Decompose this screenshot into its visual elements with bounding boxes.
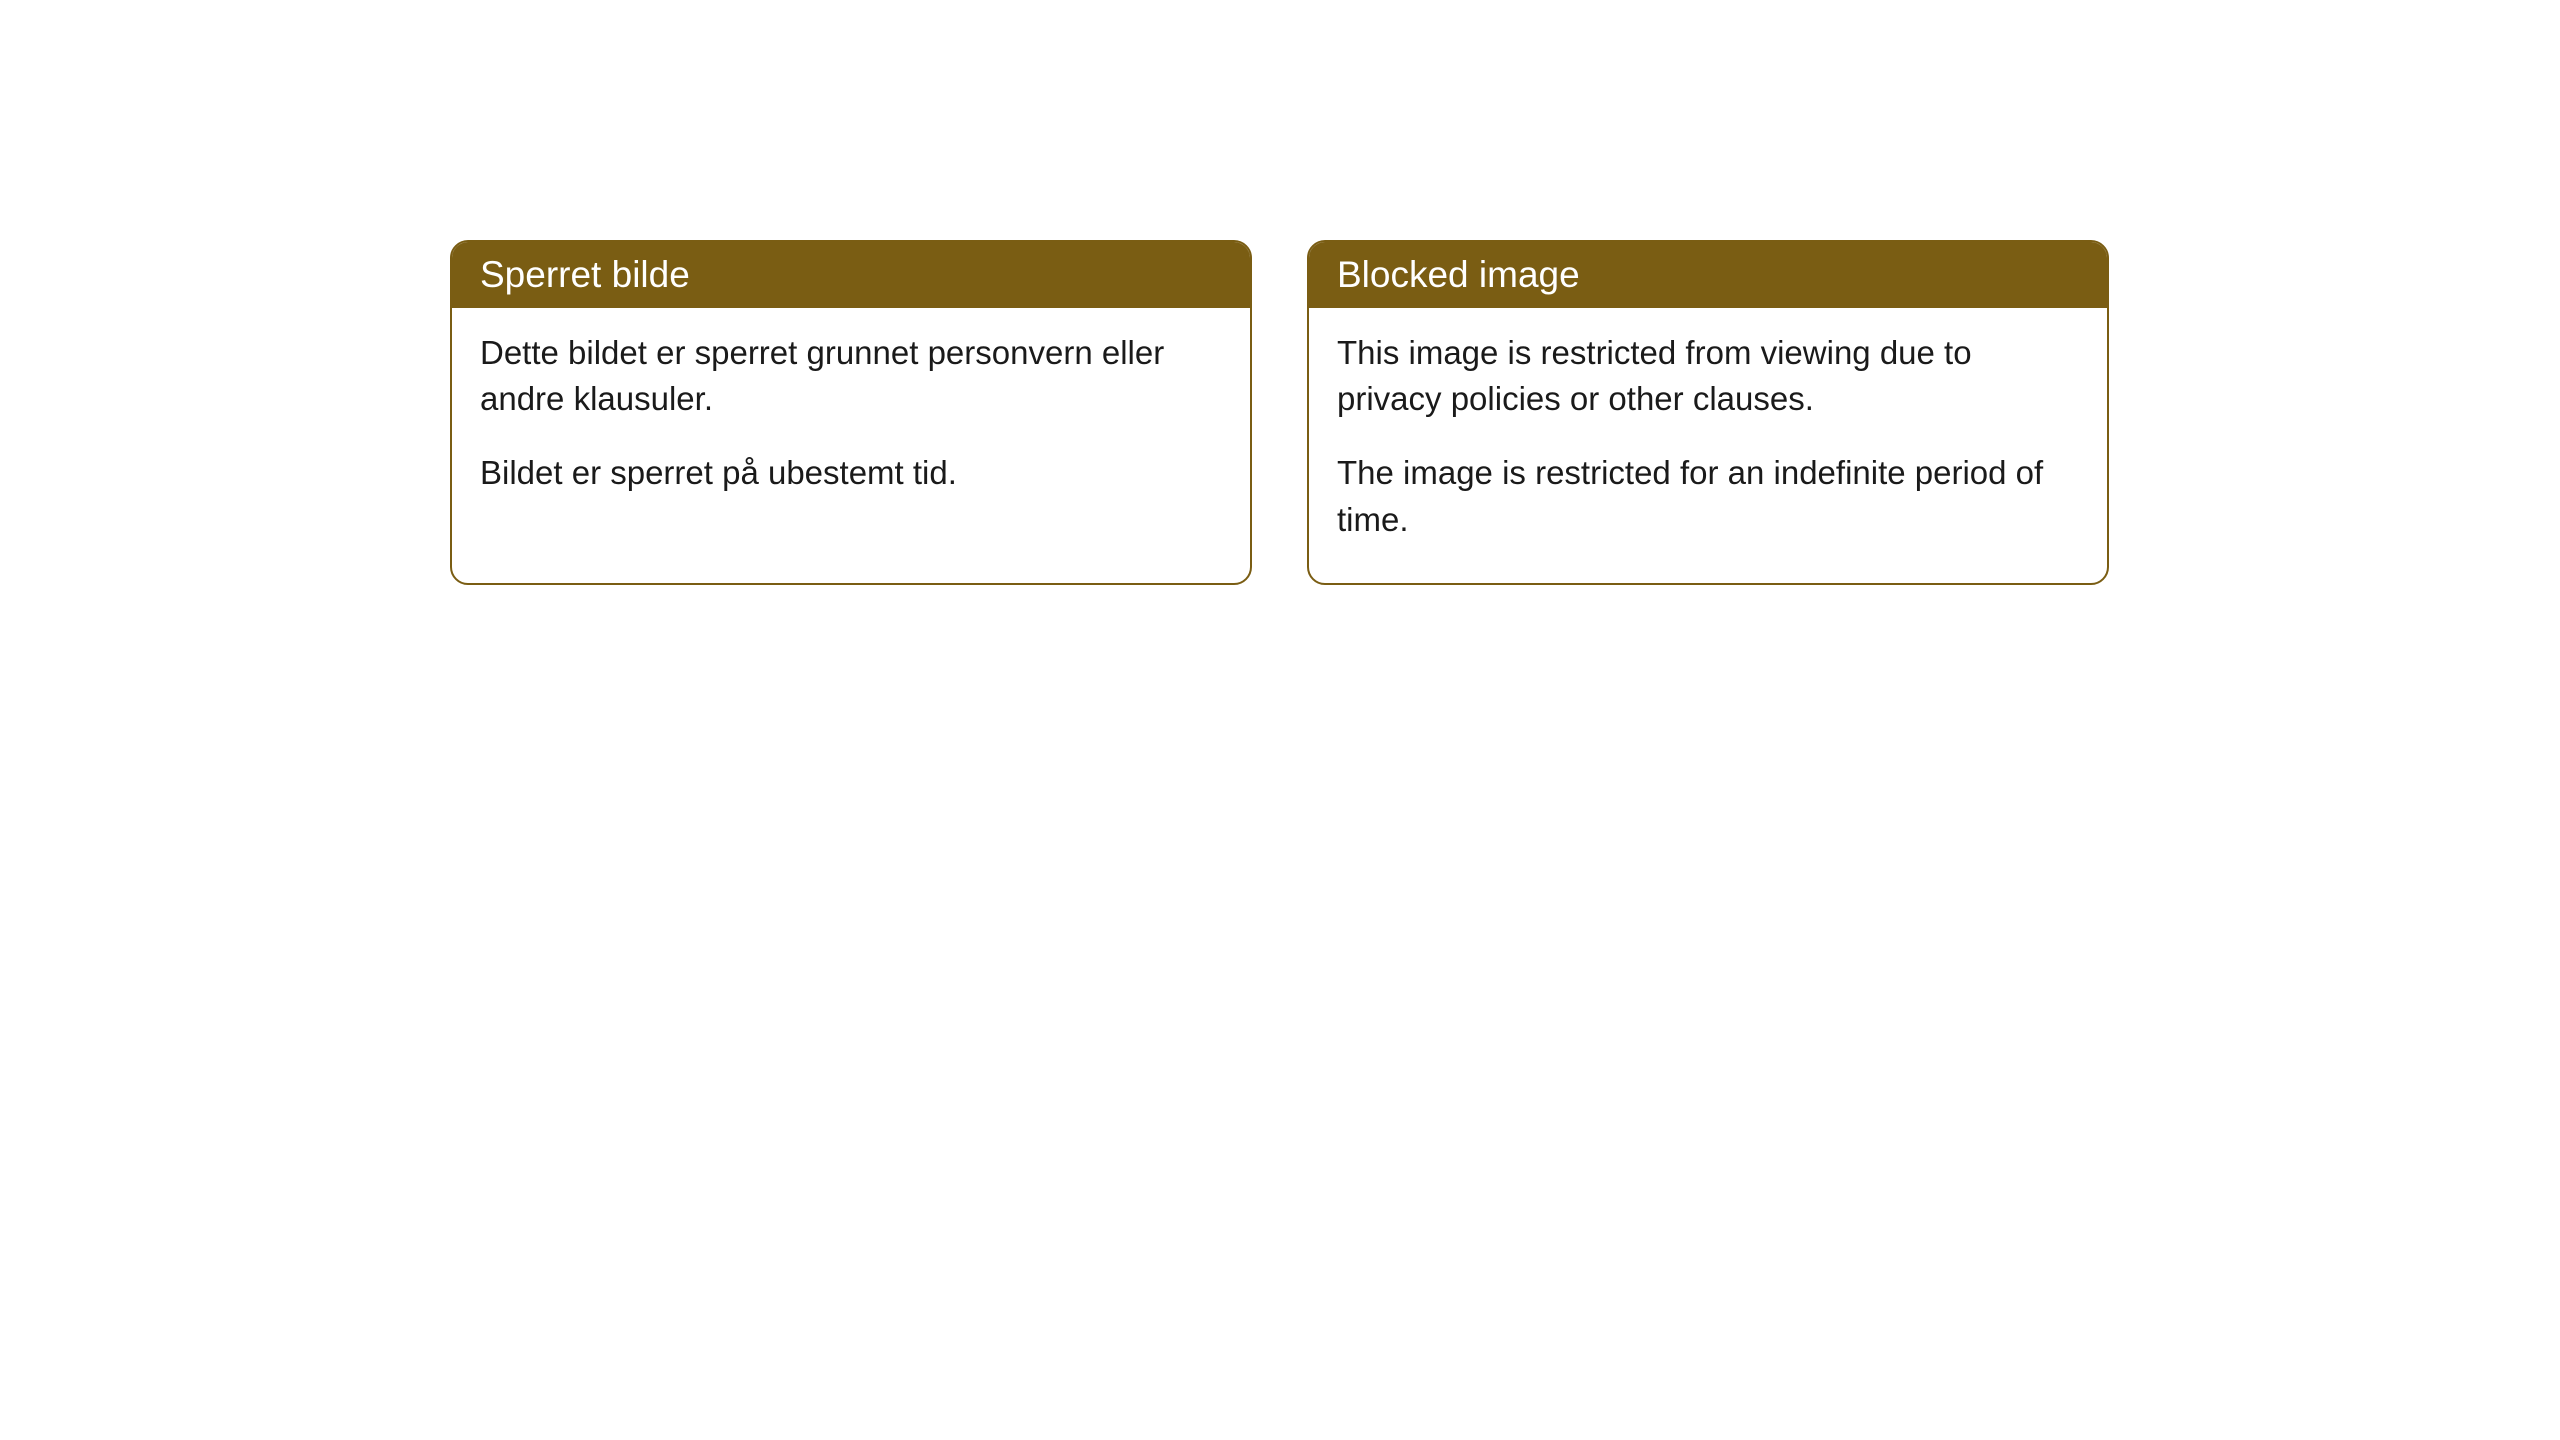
- notice-paragraph: This image is restricted from viewing du…: [1337, 330, 2079, 422]
- notice-card-body: Dette bildet er sperret grunnet personve…: [452, 308, 1250, 537]
- notice-card-header: Blocked image: [1309, 242, 2107, 308]
- notice-paragraph: The image is restricted for an indefinit…: [1337, 450, 2079, 542]
- notice-paragraph: Dette bildet er sperret grunnet personve…: [480, 330, 1222, 422]
- notice-card-body: This image is restricted from viewing du…: [1309, 308, 2107, 583]
- notice-cards-container: Sperret bilde Dette bildet er sperret gr…: [450, 240, 2109, 585]
- notice-card-header: Sperret bilde: [452, 242, 1250, 308]
- notice-card-english: Blocked image This image is restricted f…: [1307, 240, 2109, 585]
- notice-card-norwegian: Sperret bilde Dette bildet er sperret gr…: [450, 240, 1252, 585]
- notice-paragraph: Bildet er sperret på ubestemt tid.: [480, 450, 1222, 496]
